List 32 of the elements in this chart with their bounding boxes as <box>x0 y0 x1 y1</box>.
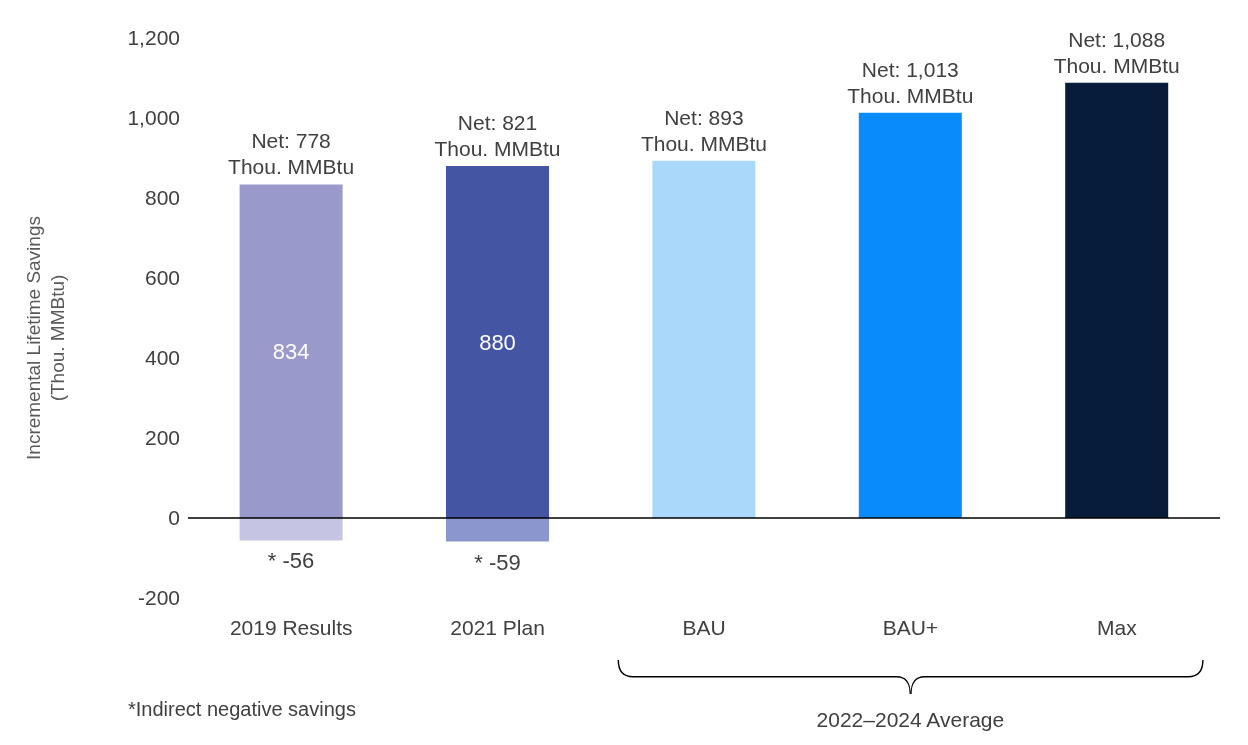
bar <box>446 518 549 542</box>
annotation: Net: 1,013 Thou. MMBtu <box>847 57 974 107</box>
y-tick-label: 0 <box>168 506 180 530</box>
x-tick-label: BAU+ <box>882 615 939 639</box>
annotation: Net: 778 Thou. MMBtu <box>228 129 355 179</box>
bar <box>652 160 756 518</box>
data-label: * -59 <box>474 549 521 575</box>
bar <box>239 518 343 541</box>
y-tick-label: 1,200 <box>127 26 180 50</box>
x-tick-label: BAU <box>682 615 726 639</box>
annotation: Net: 1,088 Thou. MMBtu <box>1053 27 1180 77</box>
y-axis-title: Incremental Lifetime Savings (Thou. MMBtu) <box>23 216 68 460</box>
annotation: Net: 821 Thou. MMBtu <box>434 111 561 160</box>
annotation: Net: 893 Thou. MMBtu <box>640 105 767 155</box>
data-label: 880 <box>479 330 516 355</box>
bar <box>858 112 962 518</box>
y-tick-label: 400 <box>144 346 180 370</box>
x-tick-label: 2021 Plan <box>450 615 545 639</box>
data-label: * -56 <box>267 548 315 574</box>
y-tick-label: 800 <box>144 186 180 210</box>
bar <box>239 184 343 518</box>
y-tick-label: -200 <box>137 586 180 610</box>
y-tick-label: 1,000 <box>127 106 180 130</box>
x-tick-label: Max <box>1096 615 1138 639</box>
y-tick-label: 600 <box>144 266 180 290</box>
text: 2022–2024 Average <box>815 708 1006 732</box>
bar <box>446 166 549 518</box>
x-tick-label: 2019 Results <box>229 615 353 639</box>
text: *Indirect negative savings <box>128 698 356 721</box>
y-tick-label: 200 <box>144 426 180 450</box>
bar <box>1065 82 1169 518</box>
data-label: 834 <box>272 339 310 365</box>
